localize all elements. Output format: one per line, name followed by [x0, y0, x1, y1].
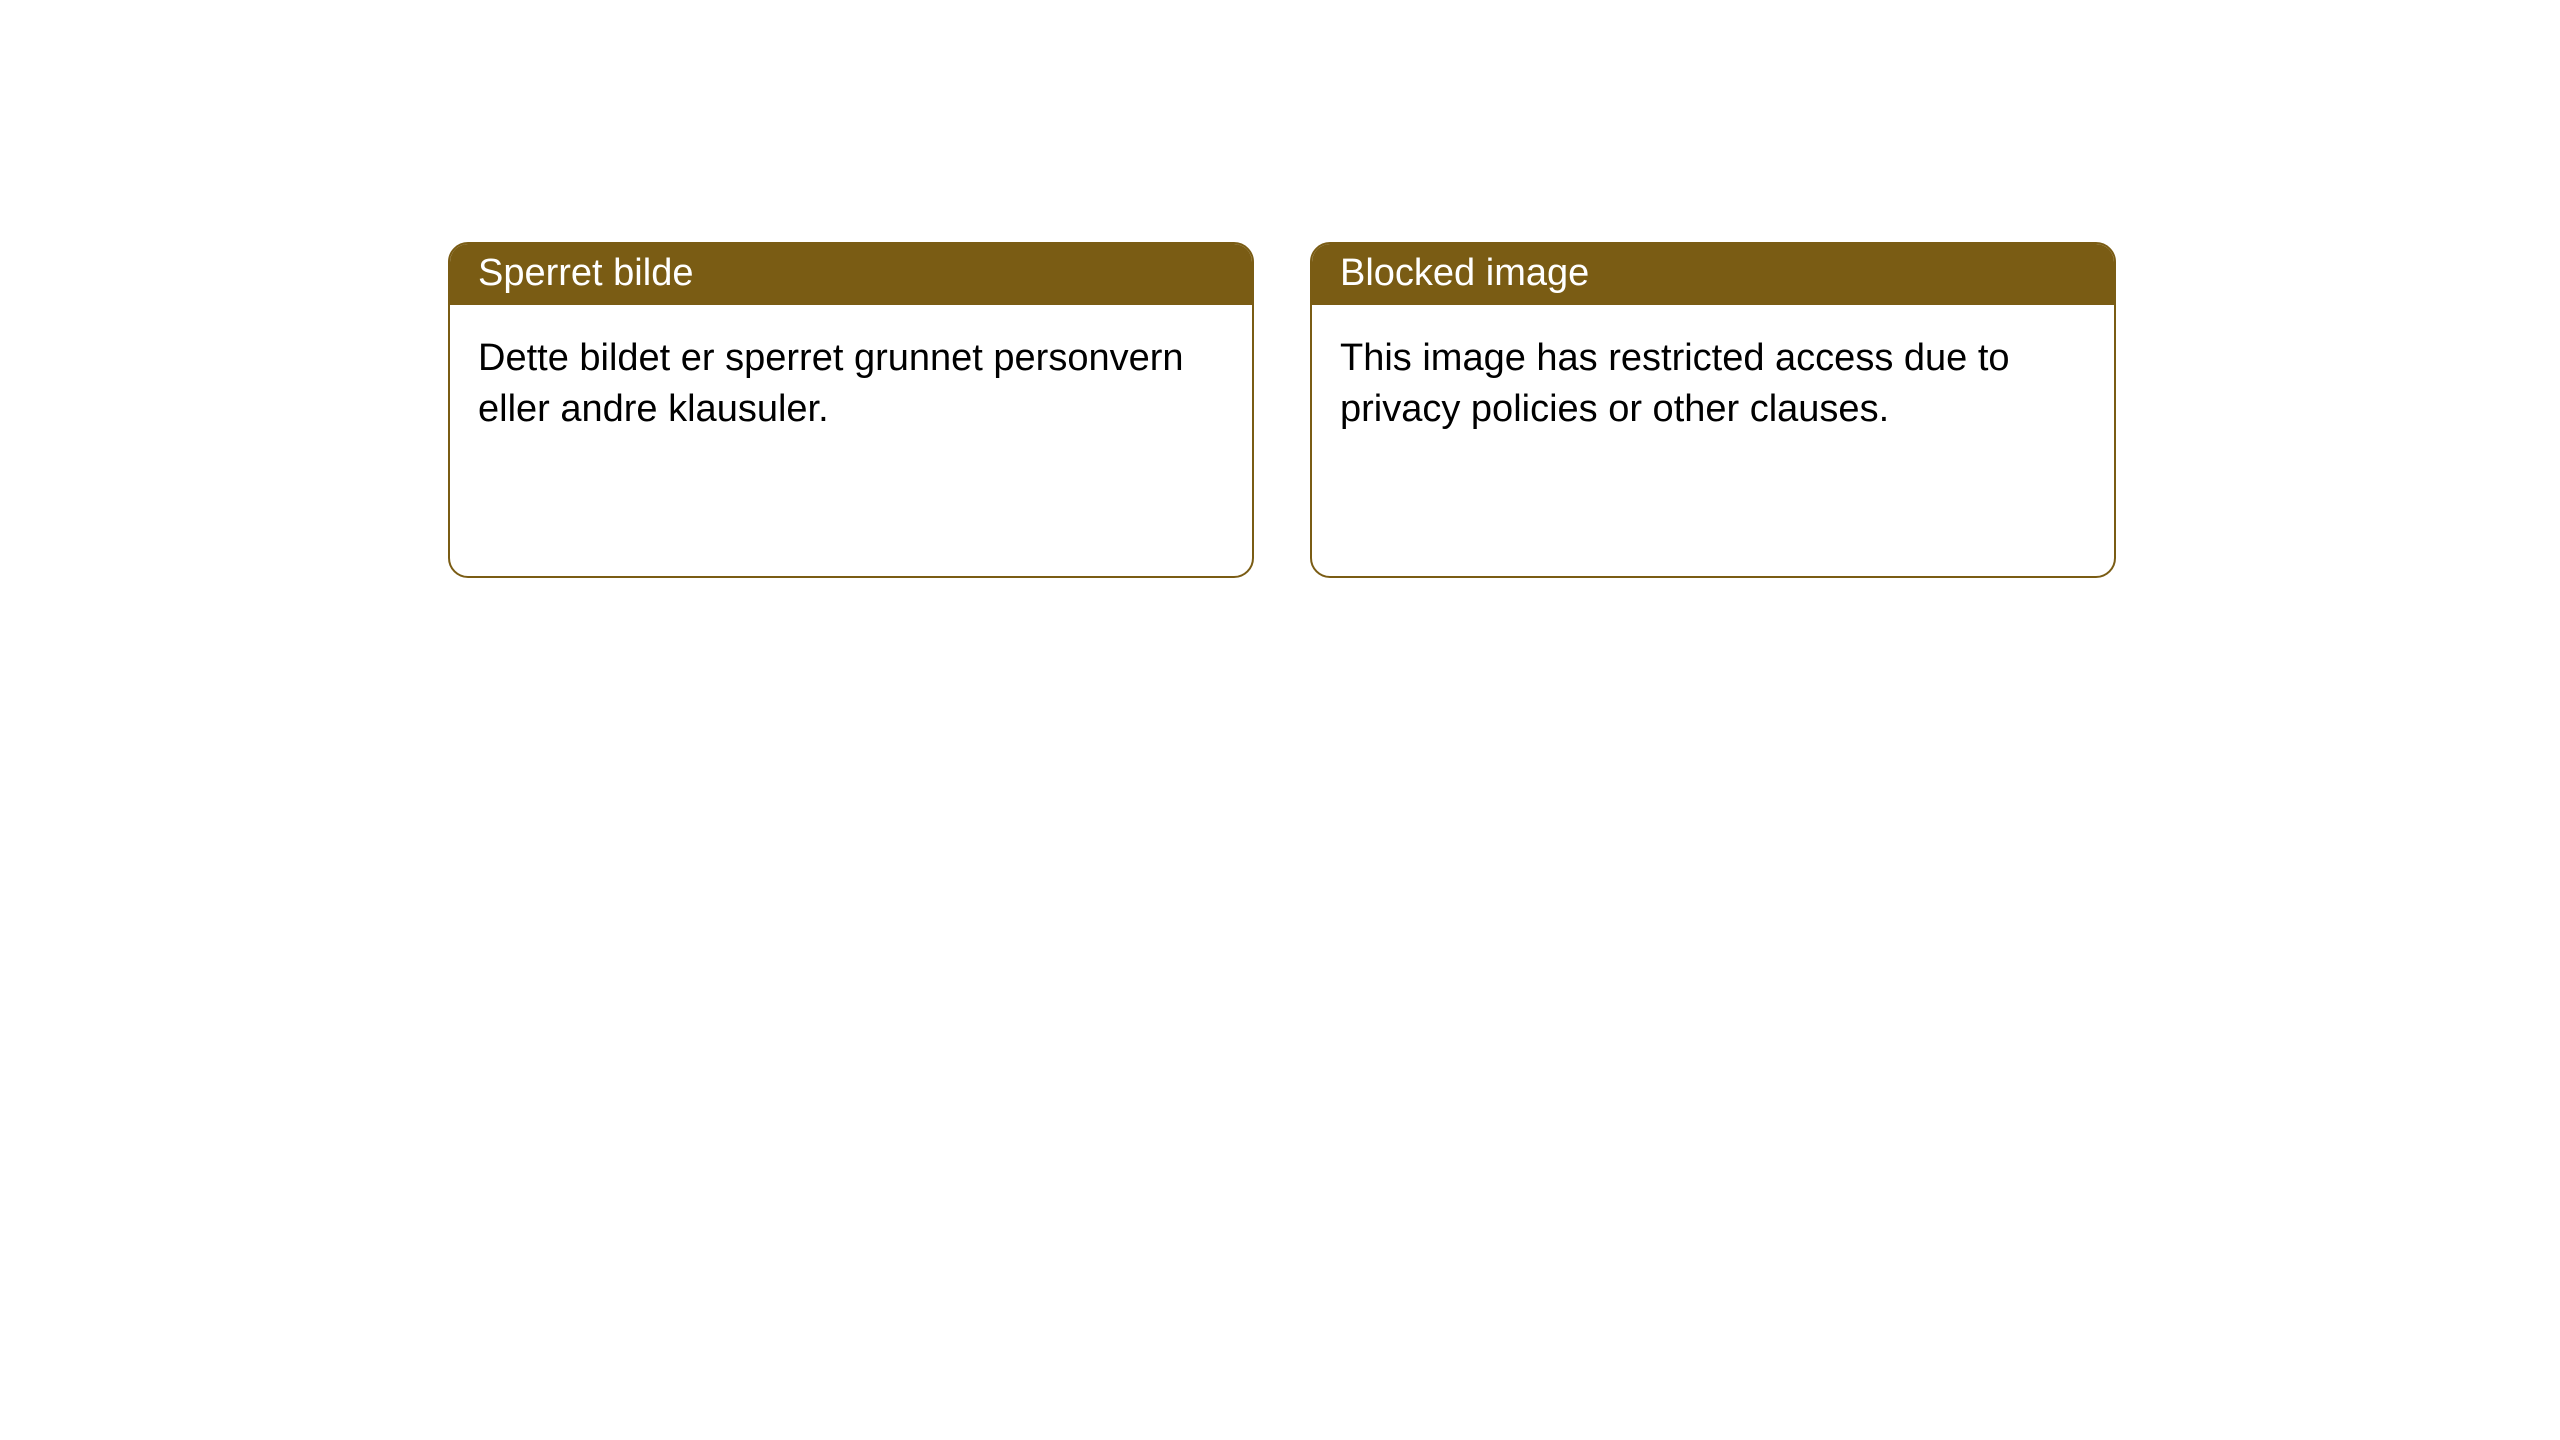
notice-header: Blocked image	[1312, 244, 2114, 305]
notice-body: This image has restricted access due to …	[1312, 305, 2114, 464]
notice-text: Dette bildet er sperret grunnet personve…	[478, 333, 1224, 436]
notice-title: Sperret bilde	[478, 252, 693, 294]
notice-title: Blocked image	[1340, 252, 1589, 294]
notice-container: Sperret bilde Dette bildet er sperret gr…	[0, 0, 2560, 578]
notice-text: This image has restricted access due to …	[1340, 333, 2086, 436]
notice-box-norwegian: Sperret bilde Dette bildet er sperret gr…	[448, 242, 1254, 578]
notice-header: Sperret bilde	[450, 244, 1252, 305]
notice-body: Dette bildet er sperret grunnet personve…	[450, 305, 1252, 464]
notice-box-english: Blocked image This image has restricted …	[1310, 242, 2116, 578]
